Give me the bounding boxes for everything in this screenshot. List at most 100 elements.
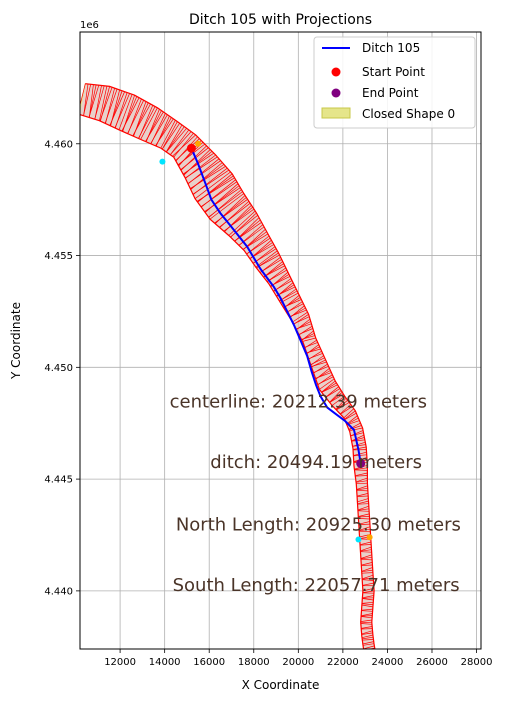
projection-line <box>358 526 371 531</box>
projection-line <box>357 498 369 503</box>
y-tick-label: 4.450 <box>44 363 73 374</box>
projection-line <box>259 259 282 273</box>
projection-line <box>104 88 118 124</box>
projection-line <box>349 427 363 432</box>
projection-line <box>344 410 356 420</box>
legend: Ditch 105 Start Point End Point Closed S… <box>313 36 476 129</box>
projection-line <box>292 311 308 323</box>
projection-line <box>162 123 180 150</box>
length-annotation: centerline: 20212.39 meters <box>170 392 427 413</box>
projection-line <box>358 521 370 525</box>
projection-line <box>362 577 374 580</box>
projection-line <box>121 97 140 132</box>
projection-line <box>228 210 256 236</box>
x-tick-label: 22000 <box>327 657 359 668</box>
projection-line <box>355 477 368 483</box>
x-tick-label: 12000 <box>104 657 136 668</box>
plot-frame <box>79 31 482 650</box>
projection-line <box>283 299 302 308</box>
projection-line <box>361 562 373 566</box>
projection-line <box>361 616 373 619</box>
projection-line <box>354 469 368 471</box>
projection-endpoint-marker <box>195 140 202 147</box>
projection-line <box>319 378 335 390</box>
projection-line <box>362 582 374 586</box>
projection-line <box>145 111 164 142</box>
projection-line <box>88 85 100 118</box>
projection-line <box>223 208 255 232</box>
projection-line <box>358 518 370 520</box>
chart-title: Ditch 105 with Projections <box>189 12 372 28</box>
x-tick-label: 24000 <box>372 657 404 668</box>
annotation-layer: centerline: 20212.39 meters ditch: 20494.… <box>170 392 461 596</box>
projection-line <box>161 121 178 150</box>
projection-line <box>230 215 258 238</box>
projection-line <box>336 402 350 411</box>
legend-end-label: End Point <box>362 86 419 100</box>
projection-line <box>351 437 365 442</box>
projection-line <box>255 250 278 268</box>
projection-line <box>166 128 187 153</box>
projection-line <box>331 395 345 406</box>
projection-line <box>357 505 369 511</box>
series-layer <box>190 147 362 464</box>
projection-line <box>361 564 373 566</box>
projection-line <box>352 444 366 447</box>
projection-line <box>310 357 325 365</box>
projection-line <box>360 549 372 552</box>
projection-line <box>357 510 370 512</box>
projection-line <box>352 441 366 447</box>
projection-line <box>321 384 338 393</box>
projection-line <box>177 143 206 166</box>
projection-line <box>329 392 343 403</box>
projection-line <box>192 169 230 195</box>
projection-line <box>200 181 238 207</box>
projection-line <box>304 342 318 348</box>
projection-line <box>362 579 374 581</box>
projection-line <box>354 467 368 470</box>
projection-line <box>185 156 218 179</box>
projection-line <box>286 303 304 313</box>
projection-line <box>362 574 374 580</box>
y-tick-label: 4.455 <box>44 251 73 262</box>
legend-shape-label: Closed Shape 0 <box>362 107 455 121</box>
end-point-marker <box>356 458 366 468</box>
projection-line <box>219 202 251 228</box>
projection-line <box>301 335 316 340</box>
projection-line <box>356 489 368 492</box>
projection-line <box>270 276 291 287</box>
projection-line <box>160 120 176 149</box>
projection-line <box>109 91 125 126</box>
projection-line <box>356 482 368 485</box>
projection-line <box>311 361 327 367</box>
y-axis-label: Y Coordinate <box>9 302 23 380</box>
projection-line <box>362 590 375 593</box>
projection-line <box>155 118 174 146</box>
projection-line <box>361 601 374 604</box>
projection-line <box>357 500 369 505</box>
projection-line <box>293 316 310 325</box>
projection-line <box>361 604 373 608</box>
projection-line <box>355 475 368 477</box>
projection-line <box>363 645 375 649</box>
projection-line <box>360 544 372 546</box>
marker-layer <box>159 140 373 543</box>
projection-line <box>180 147 209 170</box>
projection-line <box>350 430 364 437</box>
projection-line <box>127 100 145 134</box>
projection-line <box>362 595 374 599</box>
projection-line <box>190 166 226 189</box>
projection-line <box>361 613 373 617</box>
x-tick-label: 20000 <box>282 657 314 668</box>
projection-line <box>321 380 336 393</box>
projection-line <box>325 388 341 398</box>
projection-line <box>280 292 299 304</box>
y-tick-label: 4.440 <box>44 586 73 597</box>
projection-line <box>351 439 365 442</box>
grid <box>80 32 481 649</box>
projection-line <box>362 636 374 640</box>
projection-endpoint-marker <box>355 536 362 543</box>
projection-line <box>360 556 373 560</box>
projection-line <box>83 84 92 116</box>
projection-line <box>170 129 190 155</box>
